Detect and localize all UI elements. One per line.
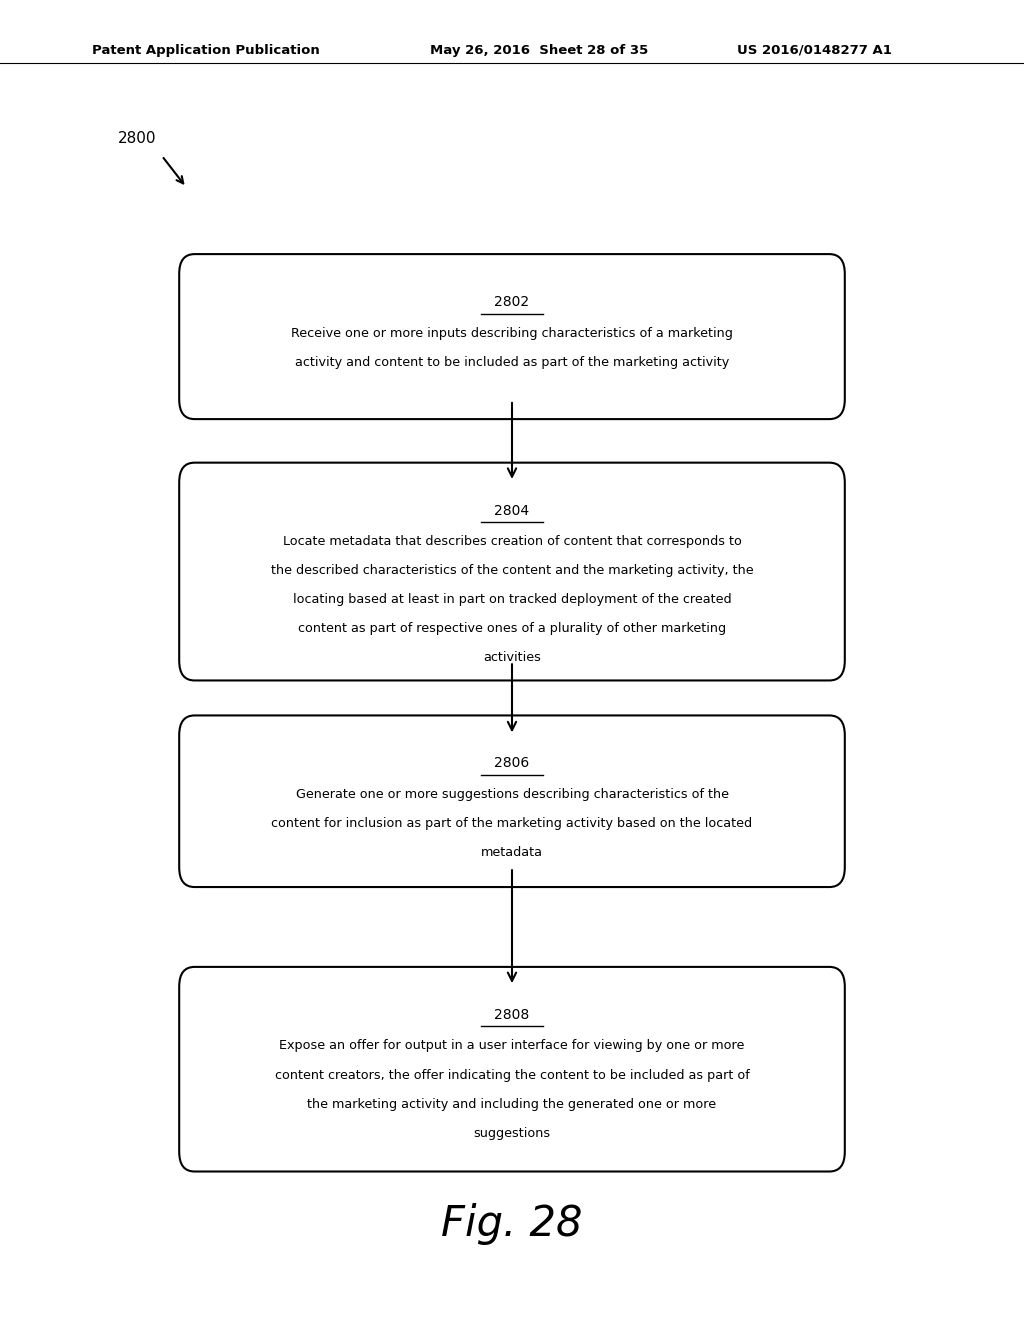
Text: content as part of respective ones of a plurality of other marketing: content as part of respective ones of a … bbox=[298, 623, 726, 635]
Text: 2806: 2806 bbox=[495, 756, 529, 771]
FancyBboxPatch shape bbox=[179, 253, 845, 420]
Text: 2804: 2804 bbox=[495, 504, 529, 517]
Text: metadata: metadata bbox=[481, 846, 543, 859]
Text: Expose an offer for output in a user interface for viewing by one or more: Expose an offer for output in a user int… bbox=[280, 1040, 744, 1052]
Text: activities: activities bbox=[483, 652, 541, 664]
FancyBboxPatch shape bbox=[179, 463, 845, 681]
Text: the described characteristics of the content and the marketing activity, the: the described characteristics of the con… bbox=[270, 565, 754, 577]
Text: the marketing activity and including the generated one or more: the marketing activity and including the… bbox=[307, 1098, 717, 1110]
Text: 2802: 2802 bbox=[495, 296, 529, 309]
Text: 2808: 2808 bbox=[495, 1008, 529, 1022]
Text: May 26, 2016  Sheet 28 of 35: May 26, 2016 Sheet 28 of 35 bbox=[430, 44, 648, 57]
Text: US 2016/0148277 A1: US 2016/0148277 A1 bbox=[737, 44, 892, 57]
Text: content for inclusion as part of the marketing activity based on the located: content for inclusion as part of the mar… bbox=[271, 817, 753, 830]
Text: Locate metadata that describes creation of content that corresponds to: Locate metadata that describes creation … bbox=[283, 536, 741, 548]
FancyBboxPatch shape bbox=[179, 966, 845, 1172]
Text: suggestions: suggestions bbox=[473, 1127, 551, 1139]
Text: Generate one or more suggestions describing characteristics of the: Generate one or more suggestions describ… bbox=[296, 788, 728, 801]
Text: 2800: 2800 bbox=[118, 131, 157, 147]
Text: Fig. 28: Fig. 28 bbox=[441, 1203, 583, 1245]
Text: content creators, the offer indicating the content to be included as part of: content creators, the offer indicating t… bbox=[274, 1069, 750, 1081]
Text: Patent Application Publication: Patent Application Publication bbox=[92, 44, 319, 57]
Text: activity and content to be included as part of the marketing activity: activity and content to be included as p… bbox=[295, 356, 729, 368]
Text: locating based at least in part on tracked deployment of the created: locating based at least in part on track… bbox=[293, 594, 731, 606]
FancyBboxPatch shape bbox=[179, 715, 845, 887]
Text: Receive one or more inputs describing characteristics of a marketing: Receive one or more inputs describing ch… bbox=[291, 327, 733, 339]
